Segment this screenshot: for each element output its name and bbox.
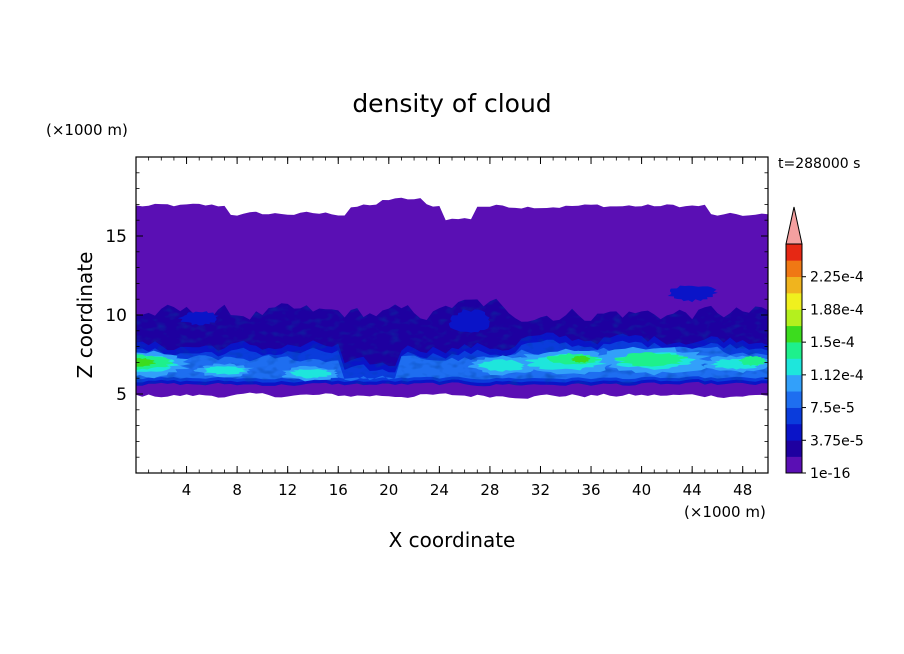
colorbar-bin-3 bbox=[786, 407, 802, 425]
x-unit-label: (×1000 m) bbox=[684, 503, 766, 521]
x-tick-labels: 4 8 12 16 20 24 28 32 36 40 44 48 bbox=[182, 481, 752, 499]
axis-ticks bbox=[136, 157, 768, 473]
band-peak-max-1 bbox=[570, 355, 591, 363]
band-peak-max-0 bbox=[136, 358, 157, 367]
colorbar-bin-6 bbox=[786, 358, 802, 376]
x-tick-label-8: 36 bbox=[581, 481, 600, 499]
x-tick-label-10: 44 bbox=[683, 481, 702, 499]
colorbar-bin-4 bbox=[786, 391, 802, 408]
colorbar-bin-9 bbox=[786, 309, 802, 327]
y-tick-label-2: 15 bbox=[105, 227, 127, 247]
y-axis-title: Z coordinate bbox=[73, 252, 97, 379]
colorbar-bin-11 bbox=[786, 276, 802, 294]
y-tick-label-0: 5 bbox=[116, 385, 127, 405]
x-tick-label-2: 12 bbox=[278, 481, 297, 499]
x-tick-label-11: 48 bbox=[733, 481, 752, 499]
band-peak-3 bbox=[738, 355, 767, 366]
band-core-inner-3 bbox=[477, 359, 525, 372]
band-core-inner-1 bbox=[203, 366, 247, 375]
x-tick-label-3: 16 bbox=[329, 481, 348, 499]
x-tick-label-6: 28 bbox=[480, 481, 499, 499]
colorbar-extend-arrow bbox=[785, 206, 803, 245]
colorbar-label-0: 1e-16 bbox=[810, 466, 850, 482]
x-tick-label-5: 24 bbox=[430, 481, 449, 499]
time-label: t=288000 s bbox=[778, 156, 860, 172]
x-tick-label-7: 32 bbox=[531, 481, 550, 499]
colorbar-bin-7 bbox=[786, 342, 802, 359]
x-tick-label-4: 20 bbox=[379, 481, 398, 499]
colorbar-bin-5 bbox=[786, 374, 802, 392]
colorbar-bin-1 bbox=[786, 440, 802, 457]
x-tick-label-1: 8 bbox=[232, 481, 242, 499]
y-tick-label-1: 10 bbox=[105, 306, 127, 326]
colorbar-label-6: 2.25e-4 bbox=[810, 270, 864, 286]
y-unit-label: (×1000 m) bbox=[46, 121, 128, 139]
x-axis-title: X coordinate bbox=[389, 528, 516, 552]
colorbar-label-4: 1.5e-4 bbox=[810, 335, 855, 351]
x-tick-label-0: 4 bbox=[182, 481, 192, 499]
colorbar-bin-8 bbox=[786, 325, 802, 343]
band-peak-2 bbox=[614, 352, 688, 367]
colorbar-bin-0 bbox=[786, 456, 802, 474]
colorbar-bin-13 bbox=[786, 244, 802, 261]
cloud-density-field bbox=[136, 197, 768, 399]
chart-title: density of cloud bbox=[352, 89, 551, 118]
colorbar-label-1: 3.75e-5 bbox=[810, 433, 864, 449]
upper-wisp-2 bbox=[177, 311, 219, 326]
upper-wisp-1 bbox=[667, 285, 718, 303]
colorbar-label-2: 7.5e-5 bbox=[810, 401, 855, 417]
colorbar-label-5: 1.88e-4 bbox=[810, 302, 864, 318]
y-tick-labels: 5 10 15 bbox=[105, 227, 127, 405]
colorbar-frame bbox=[785, 243, 803, 474]
band-core-inner-2 bbox=[288, 369, 332, 379]
colorbar-bin-10 bbox=[786, 293, 802, 310]
colorbar-bin-12 bbox=[786, 260, 802, 278]
colorbar-bin-2 bbox=[786, 423, 802, 441]
colorbar-label-3: 1.12e-4 bbox=[810, 368, 864, 384]
colorbar: 1e-16 3.75e-5 7.5e-5 1.12e-4 1.5e-4 1.88e-4 2.… bbox=[785, 206, 864, 482]
upper-wisp-0 bbox=[448, 309, 490, 333]
x-tick-label-9: 40 bbox=[632, 481, 651, 499]
